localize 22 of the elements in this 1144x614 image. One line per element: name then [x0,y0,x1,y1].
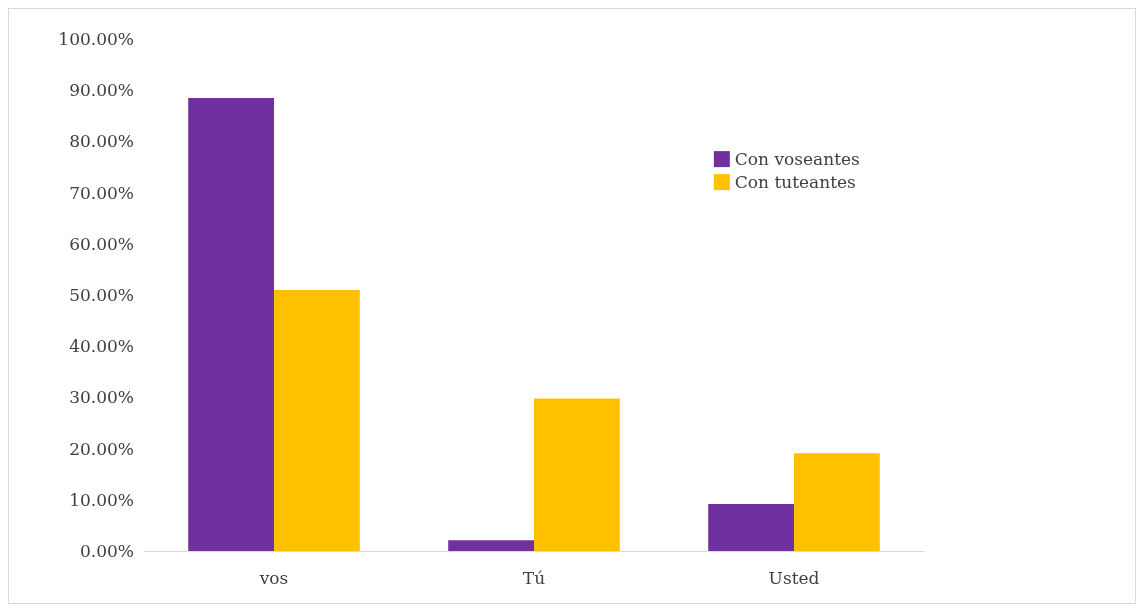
y-tick-label: 100.00% [58,29,134,49]
legend-label: Con tuteantes [734,172,856,193]
y-tick-label: 70.00% [69,182,134,203]
x-tick-label: Tú [522,567,546,588]
bar [274,289,360,551]
bar [708,503,794,551]
y-tick-label: 40.00% [69,336,134,357]
y-tick-label: 90.00% [69,80,134,101]
bar [188,97,274,551]
y-tick-label: 50.00% [69,285,134,305]
y-tick-label: 0.00% [79,541,134,561]
bar [534,398,620,551]
y-tick-label: 60.00% [69,233,134,254]
bar [794,453,880,551]
y-tick-label: 80.00% [69,131,134,152]
x-tick-label: vos [258,567,289,588]
x-tick-label: Usted [768,567,820,588]
legend-label: Con voseantes [734,149,860,170]
y-tick-label: 20.00% [69,438,134,459]
bar [448,540,534,551]
y-tick-label: 30.00% [69,387,134,408]
y-tick-label: 10.00% [69,489,134,510]
